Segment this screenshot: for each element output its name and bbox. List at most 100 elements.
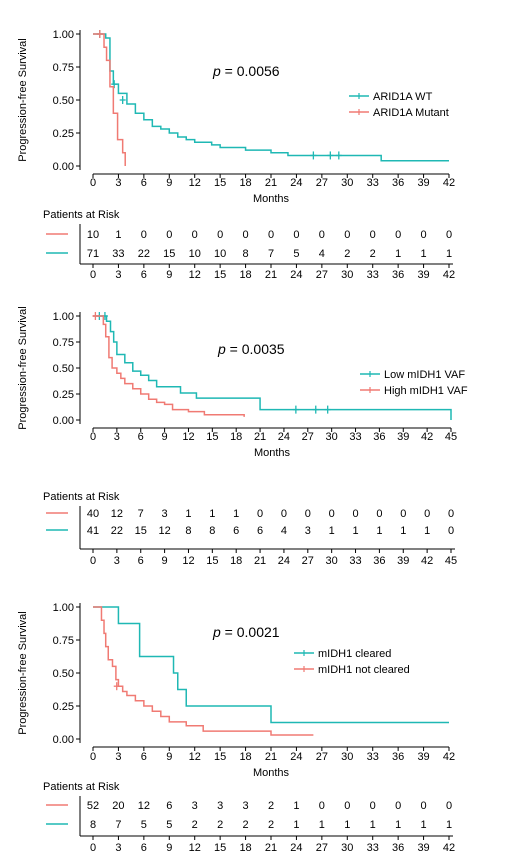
risk-count: 1 — [370, 819, 376, 831]
risk-count: 1 — [344, 819, 350, 831]
x-tick-label: 3 — [114, 431, 120, 443]
risk-x-tick-label: 30 — [341, 842, 353, 854]
risk-count: 10 — [87, 229, 99, 241]
p-value-text: = 0.0021 — [221, 624, 280, 640]
risk-x-tick-label: 9 — [166, 269, 172, 281]
risk-count: 0 — [370, 800, 376, 812]
x-tick-label: 15 — [214, 177, 226, 189]
risk-x-tick-label: 39 — [397, 555, 409, 567]
risk-count: 15 — [163, 248, 175, 260]
x-tick-label: 9 — [162, 431, 168, 443]
x-tick-label: 21 — [265, 751, 277, 763]
risk-count: 1 — [400, 525, 406, 537]
risk-x-tick-label: 12 — [189, 842, 201, 854]
risk-x-tick-label: 15 — [206, 555, 218, 567]
x-tick-label: 33 — [367, 751, 379, 763]
risk-count: 4 — [319, 248, 325, 260]
x-tick-label: 30 — [326, 431, 338, 443]
y-tick-label: 0.25 — [53, 701, 74, 713]
x-tick-label: 39 — [417, 751, 429, 763]
risk-count: 5 — [293, 248, 299, 260]
risk-count: 2 — [192, 819, 198, 831]
risk-count: 1 — [421, 819, 427, 831]
x-tick-label: 3 — [115, 751, 121, 763]
risk-count: 10 — [189, 248, 201, 260]
legend-label: mIDH1 not cleared — [318, 664, 410, 676]
risk-count: 22 — [111, 525, 123, 537]
x-tick-label: 30 — [341, 751, 353, 763]
risk-count: 4 — [281, 525, 287, 537]
risk-count: 41 — [87, 525, 99, 537]
risk-count: 1 — [395, 248, 401, 260]
x-tick-label: 24 — [290, 177, 302, 189]
risk-x-tick-label: 39 — [417, 842, 429, 854]
risk-count: 1 — [446, 819, 452, 831]
risk-count: 8 — [209, 525, 215, 537]
p-value-annotation: p = 0.0056 — [212, 63, 280, 79]
risk-x-tick-label: 36 — [373, 555, 385, 567]
risk-count: 3 — [243, 800, 249, 812]
y-tick-label: 0.50 — [53, 668, 74, 680]
x-tick-label: 21 — [265, 177, 277, 189]
x-tick-label: 0 — [90, 177, 96, 189]
risk-count: 20 — [112, 800, 124, 812]
risk-count: 12 — [138, 800, 150, 812]
risk-count: 10 — [214, 248, 226, 260]
x-axis-title: Months — [254, 447, 291, 459]
risk-count: 5 — [166, 819, 172, 831]
risk-count: 0 — [376, 508, 382, 520]
x-tick-label: 42 — [443, 177, 455, 189]
x-tick-label: 6 — [138, 431, 144, 443]
risk-x-tick-label: 12 — [182, 555, 194, 567]
x-tick-label: 12 — [182, 431, 194, 443]
risk-count: 1 — [185, 508, 191, 520]
risk-count: 0 — [424, 508, 430, 520]
risk-x-tick-label: 3 — [115, 269, 121, 281]
risk-count: 1 — [209, 508, 215, 520]
x-tick-label: 9 — [166, 751, 172, 763]
risk-count: 1 — [329, 525, 335, 537]
risk-x-tick-label: 15 — [214, 842, 226, 854]
risk-x-tick-label: 42 — [443, 842, 455, 854]
km-curve-2 — [93, 606, 314, 736]
km-curve-2 — [93, 315, 245, 417]
p-value-text: = 0.0056 — [221, 63, 280, 79]
risk-x-tick-label: 36 — [392, 269, 404, 281]
risk-count: 1 — [352, 525, 358, 537]
x-tick-label: 18 — [239, 751, 251, 763]
risk-x-tick-label: 27 — [316, 269, 328, 281]
p-value-text: = 0.0035 — [226, 341, 285, 357]
risk-count: 0 — [141, 229, 147, 241]
x-tick-label: 39 — [417, 177, 429, 189]
risk-x-tick-label: 33 — [367, 269, 379, 281]
risk-count: 1 — [424, 525, 430, 537]
x-tick-label: 27 — [302, 431, 314, 443]
x-tick-label: 12 — [189, 751, 201, 763]
y-tick-label: 1.00 — [53, 311, 74, 323]
y-tick-label: 0.50 — [53, 95, 74, 107]
risk-x-tick-label: 3 — [115, 842, 121, 854]
y-tick-label: 1.00 — [53, 29, 74, 41]
risk-count: 6 — [233, 525, 239, 537]
x-tick-label: 24 — [278, 431, 290, 443]
km-panel-2: 0.00 0.25 0.50 0.75 1.00 Progression-free Sur… — [17, 306, 468, 567]
risk-count: 2 — [217, 819, 223, 831]
x-tick-label: 15 — [206, 431, 218, 443]
y-tick-label: 0.00 — [53, 161, 74, 173]
x-tick-label: 24 — [290, 751, 302, 763]
x-tick-label: 36 — [392, 177, 404, 189]
y-axis-title: Progression-free Survival — [17, 38, 29, 162]
risk-count: 6 — [257, 525, 263, 537]
risk-table-title: Patients at Risk — [43, 491, 120, 503]
y-tick-label: 0.75 — [53, 337, 74, 349]
x-tick-label: 18 — [239, 177, 251, 189]
risk-count: 0 — [448, 525, 454, 537]
risk-x-tick-label: 6 — [141, 269, 147, 281]
risk-count: 1 — [115, 229, 121, 241]
x-tick-label: 30 — [341, 177, 353, 189]
risk-count: 0 — [395, 229, 401, 241]
risk-x-tick-label: 24 — [290, 269, 302, 281]
risk-count: 0 — [319, 229, 325, 241]
